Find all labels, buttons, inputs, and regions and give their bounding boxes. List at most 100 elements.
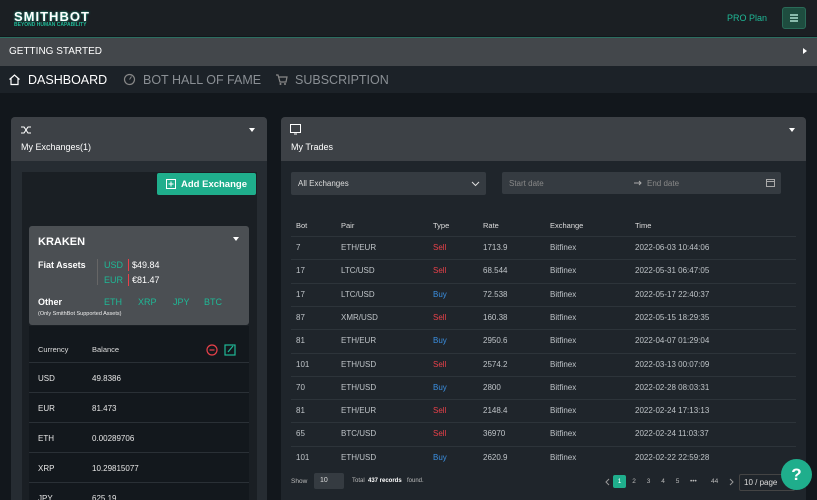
page-button[interactable]: 44 (711, 478, 719, 485)
cell: JPY (38, 494, 53, 500)
arrow-shape (729, 478, 734, 486)
cell: 2022-02-24 11:03:37 (635, 429, 709, 439)
row-divider (291, 375, 796, 377)
cell: 2620.9 (483, 452, 508, 462)
cell: 49.8386 (92, 374, 121, 383)
other-label: Other (38, 297, 63, 307)
cell: ETH (38, 434, 54, 443)
collapse-arrow[interactable] (248, 126, 256, 134)
cell: XMR/USD (341, 312, 378, 322)
cell: ETH/EUR (341, 243, 377, 252)
cell: EUR (38, 404, 55, 413)
cell: 10.29815077 (92, 464, 139, 473)
fiat-amount: €81.47 (132, 275, 160, 285)
cell: Sell (433, 359, 447, 369)
cell: 70 (296, 382, 305, 392)
cell: 2022-05-17 22:40:37 (635, 289, 710, 299)
page-button[interactable]: 2 (632, 478, 636, 485)
cell: ETH/USD (341, 359, 377, 369)
row-divider (29, 452, 249, 453)
row-divider (291, 305, 796, 307)
cell: LTC/USD (341, 289, 375, 299)
row-divider (291, 422, 796, 424)
row-divider (291, 352, 796, 354)
shuffle-icon (21, 126, 31, 134)
column-header: Exchange (550, 221, 584, 230)
exchange-filter[interactable]: All Exchanges (291, 172, 486, 195)
row-divider (29, 362, 249, 363)
page-size[interactable]: 10 (320, 477, 328, 484)
cell: 81 (296, 336, 305, 346)
cell: BTC/USD (341, 429, 377, 439)
column-header: Rate (483, 221, 499, 230)
menu-button[interactable] (782, 7, 806, 29)
column-header: Currency (38, 345, 69, 354)
page-button[interactable]: 3 (646, 478, 651, 485)
page-arrow[interactable] (728, 477, 736, 487)
other-asset: JPY (173, 297, 190, 307)
cell: Bitfinex (550, 429, 577, 439)
collapse-arrow[interactable] (232, 235, 240, 243)
page-arrow[interactable] (604, 477, 612, 487)
exchanges-panel: My Exchanges(1) Add Exchange KRAKEN Fiat… (11, 117, 267, 500)
dropdown-arrow (471, 181, 480, 187)
end-date[interactable]: End date (647, 179, 680, 188)
add-exchange-button[interactable]: Add Exchange (157, 173, 256, 195)
cell: 160.38 (483, 312, 508, 322)
cell: 625.19 (92, 494, 117, 500)
cell: 87 (296, 312, 305, 322)
filter-value[interactable]: All Exchanges (298, 179, 349, 188)
help-button[interactable]: ? (781, 459, 812, 490)
cell: Bitfinex (550, 359, 577, 369)
cell: 0.00289706 (92, 434, 135, 443)
date-range[interactable]: Start date End date (502, 172, 781, 194)
cell: Sell (433, 266, 447, 276)
plan[interactable]: PRO Plan (727, 13, 768, 23)
page-button[interactable]: 1 (613, 475, 626, 488)
cell: 2950.6 (483, 336, 508, 346)
row-divider (29, 422, 249, 423)
start-date[interactable]: Start date (509, 179, 544, 188)
cell: Sell (433, 406, 447, 416)
cell: 2022-02-22 22:59:28 (635, 452, 710, 462)
cell: Buy (433, 452, 447, 462)
cell: Bitfinex (550, 266, 577, 276)
column-header: Type (433, 221, 450, 230)
getting-started[interactable]: GETTING STARTED (9, 46, 102, 57)
cell: 2148.4 (483, 406, 508, 416)
page-button[interactable]: 5 (675, 478, 680, 485)
cell: ETH/USD (341, 382, 377, 392)
page-ellipsis[interactable]: ••• (690, 478, 697, 485)
cell: 7 (296, 243, 301, 252)
add-exchange-label[interactable]: Add Exchange (181, 179, 247, 190)
exchange-name: KRAKEN (38, 236, 86, 248)
row-divider (29, 392, 249, 393)
collapse-arrow[interactable] (788, 126, 796, 134)
cell: Bitfinex (550, 452, 577, 462)
panel-title: My Trades (291, 142, 334, 152)
calendar-icon (766, 179, 775, 187)
cell: XRP (38, 464, 55, 473)
other-asset: XRP (138, 297, 157, 307)
logo-title[interactable]: SMITHBOT (14, 9, 90, 24)
cell: 2022-02-28 08:03:31 (635, 382, 710, 392)
row-divider (291, 236, 796, 237)
page-size-select[interactable]: 10 (314, 473, 344, 489)
tab[interactable]: DASHBOARD (28, 73, 108, 87)
plus-icon (166, 179, 176, 189)
cell: 1713.9 (483, 243, 508, 252)
getting-started-bar[interactable] (0, 37, 817, 66)
range-arrow (634, 180, 642, 186)
cell: 68.544 (483, 266, 508, 276)
table-actions[interactable] (206, 343, 236, 357)
tab[interactable]: BOT HALL OF FAME (143, 73, 262, 87)
cell: Bitfinex (550, 243, 577, 252)
cell: Buy (433, 336, 447, 346)
column-header: Bot (296, 221, 308, 230)
cell: 17 (296, 289, 305, 299)
separator (128, 274, 129, 286)
tab[interactable]: SUBSCRIPTION (295, 73, 389, 87)
row-divider (291, 445, 796, 447)
page-button[interactable]: 4 (661, 478, 665, 485)
